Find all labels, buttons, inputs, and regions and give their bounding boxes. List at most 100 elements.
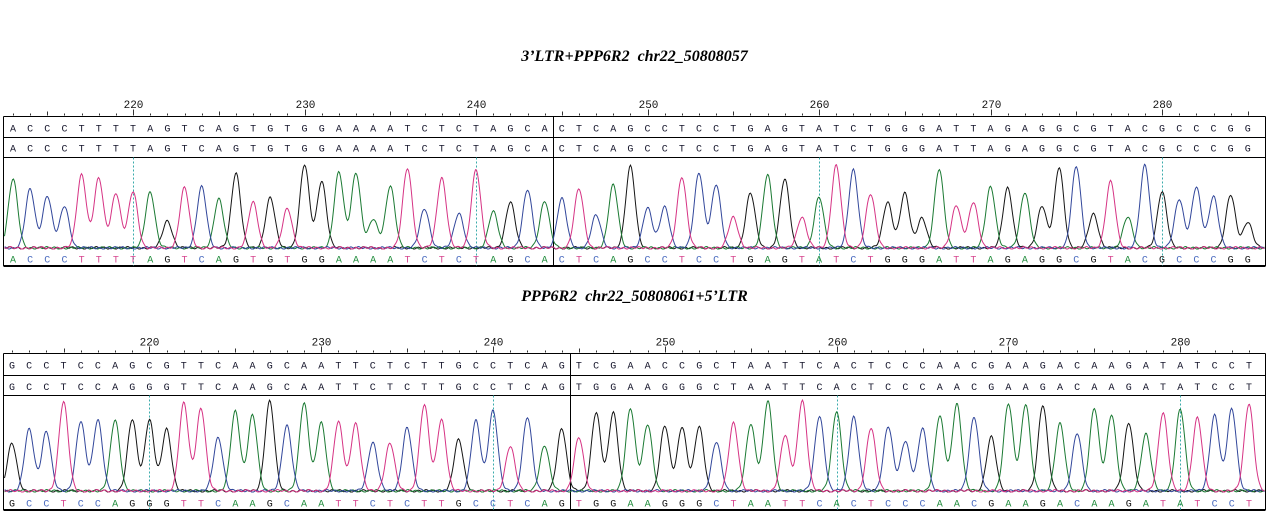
base-letter: A [834, 362, 840, 373]
base-letter: T [868, 500, 874, 511]
base-letter: C [816, 383, 822, 394]
base-letter: A [1057, 362, 1063, 373]
ruler-label: 250 [656, 338, 676, 350]
base-letter: T [679, 125, 685, 136]
base-letter: A [336, 145, 342, 156]
base-letter: C [404, 500, 410, 511]
base-letter: T [181, 145, 187, 156]
base-letter: G [627, 125, 633, 136]
ruler-label: 240 [484, 338, 504, 350]
base-letter: T [284, 256, 290, 267]
base-letter: G [1056, 256, 1062, 267]
base-letter: C [524, 256, 530, 267]
base-letter: G [164, 125, 170, 136]
base-letter: C [559, 145, 565, 156]
base-letter: G [1040, 362, 1046, 373]
base-letter: A [353, 125, 359, 136]
base-letter: G [1056, 145, 1062, 156]
base-letter: C [284, 500, 290, 511]
base-letter: T [576, 125, 582, 136]
ruler-label: 280 [1153, 100, 1173, 112]
base-letter: T [731, 362, 737, 373]
base-letter: A [765, 500, 771, 511]
panel-2-guides [149, 395, 1181, 510]
base-letter: A [370, 256, 376, 267]
base-letter: C [490, 383, 496, 394]
base-letter: A [232, 362, 238, 373]
base-letter: C [215, 500, 221, 511]
base-letter: C [850, 256, 856, 267]
base-letter: C [645, 256, 651, 267]
base-letter: G [164, 500, 170, 511]
base-letter: C [662, 256, 668, 267]
base-letter: C [971, 500, 977, 511]
base-letter: A [1091, 383, 1097, 394]
base-letter: G [902, 256, 908, 267]
base-letter: T [867, 145, 873, 156]
base-letter: C [851, 362, 857, 373]
base-letter: A [1109, 383, 1115, 394]
base-letter: A [954, 362, 960, 373]
base-letter: A [1143, 500, 1149, 511]
base-letter: T [1246, 362, 1252, 373]
base-letter: A [542, 145, 548, 156]
base-letter: T [284, 145, 290, 156]
base-letter: C [593, 362, 599, 373]
base-letter: C [199, 125, 205, 136]
base-letter: G [593, 500, 599, 511]
base-letter: T [799, 362, 805, 373]
base-letter: C [524, 145, 530, 156]
base-letter: T [473, 125, 479, 136]
base-letter: C [1193, 125, 1199, 136]
base-letter: G [129, 362, 135, 373]
base-letter: G [267, 125, 273, 136]
base-letter: A [301, 383, 307, 394]
base-letter: C [816, 500, 822, 511]
base-letter: T [96, 145, 102, 156]
base-letter: C [713, 256, 719, 267]
base-letter: G [1090, 145, 1096, 156]
base-letter: C [370, 362, 376, 373]
base-letter: T [970, 145, 976, 156]
base-letter: G [1159, 256, 1165, 267]
base-letter: G [919, 145, 925, 156]
base-letter: A [988, 256, 994, 267]
base-letter: C [645, 145, 651, 156]
base-letter: G [679, 500, 685, 511]
base-letter: G [559, 500, 565, 511]
base-letter: G [1245, 256, 1251, 267]
base-letter: T [868, 383, 874, 394]
base-letter: G [1056, 125, 1062, 136]
base-letter: G [988, 362, 994, 373]
base-letter: T [404, 145, 410, 156]
base-letter: G [129, 383, 135, 394]
base-letter: T [782, 362, 788, 373]
base-letter: C [61, 145, 67, 156]
base-letter: C [490, 362, 496, 373]
base-letter: A [1177, 383, 1183, 394]
base-letter: C [885, 362, 891, 373]
base-letter: T [96, 256, 102, 267]
base-letter: G [1228, 145, 1234, 156]
base-letter: T [438, 500, 444, 511]
base-letter: C [456, 125, 462, 136]
base-letter: G [267, 145, 273, 156]
base-letter: T [730, 125, 736, 136]
base-letter: C [61, 125, 67, 136]
base-letter: G [919, 125, 925, 136]
base-letter: A [1091, 362, 1097, 373]
base-letter: G [146, 383, 152, 394]
base-letter: A [112, 500, 118, 511]
base-letter: C [44, 256, 50, 267]
base-letter: T [404, 125, 410, 136]
base-letter: G [1039, 125, 1045, 136]
base-letter: G [1126, 383, 1132, 394]
base-letter: A [1022, 256, 1028, 267]
base-letter: G [662, 500, 668, 511]
base-letter: A [1022, 125, 1028, 136]
base-letter: C [1073, 125, 1079, 136]
base-letter: G [747, 125, 753, 136]
base-letter: A [1005, 500, 1011, 511]
base-letter: C [43, 383, 49, 394]
